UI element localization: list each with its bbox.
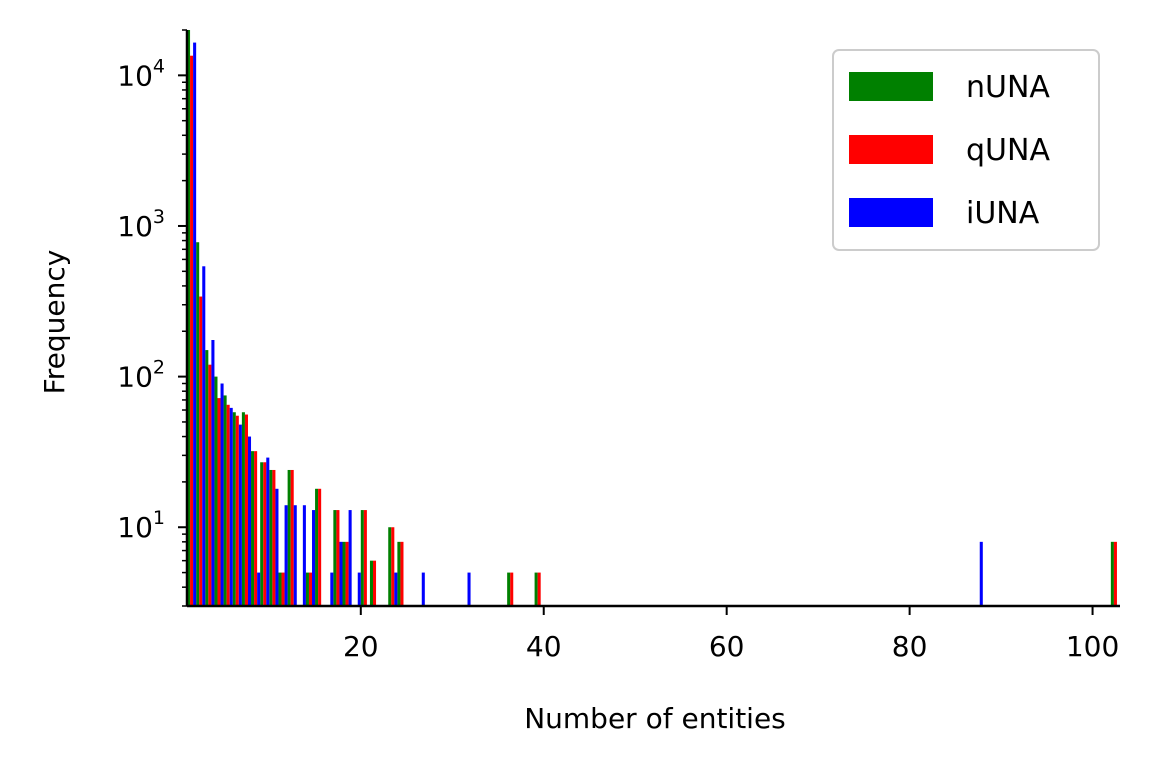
bar-iUNA-4 (220, 383, 224, 606)
bar-nUNA-39 (534, 572, 538, 606)
bar-nUNA-1 (187, 30, 191, 606)
bar-nUNA-18 (342, 541, 346, 606)
bar-nUNA-7 (241, 412, 245, 606)
x-tick-label-60: 60 (709, 630, 745, 663)
bar-iUNA-8 (257, 572, 261, 606)
bar-iUNA-17 (339, 541, 343, 606)
bar-qUNA-11 (281, 572, 285, 606)
bar-iUNA-3 (211, 340, 215, 606)
bar-nUNA-23 (388, 527, 392, 606)
bar-nUNA-20 (360, 510, 364, 606)
bar-nUNA-11 (278, 572, 282, 606)
bar-nUNA-5 (223, 395, 227, 606)
bar-nUNA-15 (315, 488, 319, 606)
bar-qUNA-7 (244, 414, 248, 606)
bar-nUNA-21 (369, 560, 373, 606)
bar-nUNA-36 (507, 572, 511, 606)
bar-iUNA-5 (229, 407, 233, 606)
bar-iUNA-16 (330, 572, 334, 606)
bar-iUNA-23 (394, 572, 398, 606)
y-tick-label-1000: 103 (117, 206, 165, 243)
bar-nUNA-24 (397, 541, 401, 606)
bar-qUNA-14 (308, 572, 313, 606)
bar-qUNA-4 (217, 398, 221, 606)
bar-nUNA-3 (205, 350, 209, 606)
bar-qUNA-10 (272, 469, 276, 606)
bar-qUNA-3 (208, 364, 212, 606)
bar-iUNA-1 (193, 42, 197, 606)
legend: nUNA qUNA iUNA (832, 49, 1100, 251)
bar-qUNA-8 (254, 451, 258, 606)
bar-qUNA-24 (400, 541, 404, 606)
legend-label-iUNA: iUNA (966, 196, 1040, 231)
x-tick-label-20: 20 (343, 630, 379, 663)
bar-iUNA-7 (247, 436, 252, 606)
bar-iUNA-11 (284, 505, 288, 606)
bar-iUNA-10 (275, 488, 279, 606)
bar-iUNA-12 (293, 505, 297, 606)
bar-qUNA-20 (363, 510, 367, 606)
y-axis-label: Frequency (38, 250, 71, 395)
bar-nUNA-2 (196, 242, 200, 607)
bar-nUNA-12 (287, 469, 291, 606)
bar-iUNA-87 (979, 541, 983, 606)
bar-qUNA-23 (391, 527, 395, 606)
legend-swatch-qUNA (849, 135, 933, 164)
bar-nUNA-4 (214, 376, 218, 606)
x-tick-label-80: 80 (892, 630, 928, 663)
bar-qUNA-12 (290, 469, 294, 606)
bar-nUNA-8 (251, 451, 255, 606)
x-axis-label: Number of entities (524, 702, 786, 735)
bar-iUNA-2 (202, 266, 206, 606)
bar-iUNA-13 (302, 505, 306, 606)
bar-qUNA-18 (345, 541, 349, 606)
bar-nUNA-6 (232, 412, 236, 606)
y-tick-label-10: 101 (117, 507, 165, 544)
legend-swatch-iUNA (849, 198, 933, 227)
x-tick-label-100: 100 (1066, 630, 1119, 663)
bar-qUNA-15 (318, 488, 322, 606)
bar-qUNA-36 (510, 572, 514, 606)
bar-iUNA-19 (357, 572, 361, 606)
x-tick-label-40: 40 (526, 630, 562, 663)
bar-nUNA-17 (333, 510, 337, 606)
axes-group (185, 30, 1120, 608)
bar-iUNA-18 (348, 510, 352, 606)
bar-qUNA-5 (226, 404, 230, 606)
bar-qUNA-39 (537, 572, 541, 606)
bar-iUNA-14 (312, 510, 316, 606)
bar-nUNA-14 (305, 572, 309, 606)
bar-qUNA-2 (199, 296, 203, 606)
legend-label-nUNA: nUNA (966, 70, 1050, 105)
bar-iUNA-31 (467, 572, 471, 606)
bar-qUNA-21 (372, 560, 377, 606)
legend-label-qUNA: qUNA (966, 133, 1050, 168)
bar-qUNA-1 (190, 55, 194, 606)
bar-iUNA-26 (421, 572, 425, 606)
y-tick-label-10000: 104 (117, 55, 165, 92)
y-tick-label-100: 102 (117, 357, 165, 394)
bar-nUNA-102 (1110, 541, 1114, 606)
bar-qUNA-102 (1113, 541, 1117, 606)
bar-qUNA-9 (263, 462, 267, 606)
bar-iUNA-6 (238, 424, 242, 606)
bar-qUNA-17 (336, 510, 340, 606)
bar-nUNA-10 (269, 469, 273, 606)
ticks-group: 20 40 60 80 100 101 102 103 104 (117, 29, 1119, 663)
bar-iUNA-9 (266, 457, 270, 606)
bars-group (187, 30, 1117, 607)
legend-swatch-nUNA (849, 72, 933, 101)
bar-nUNA-9 (260, 462, 264, 606)
bar-qUNA-6 (235, 415, 239, 606)
